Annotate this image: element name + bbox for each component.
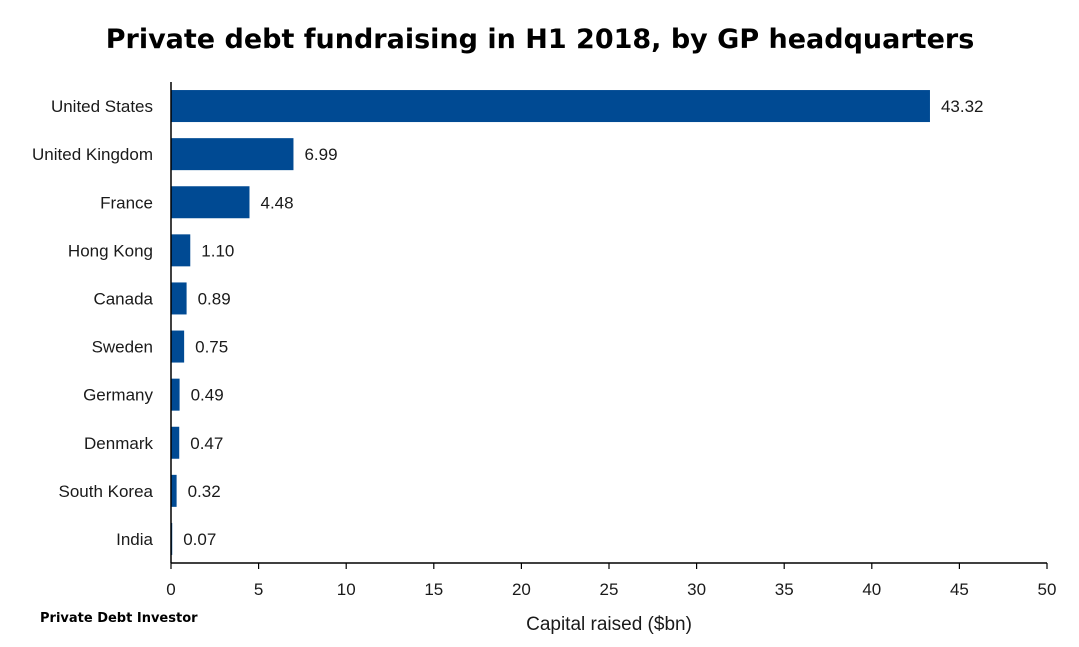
category-label-india: India	[116, 530, 153, 549]
category-label-sweden: Sweden	[92, 338, 153, 357]
category-label-canada: Canada	[93, 289, 153, 308]
category-label-france: France	[100, 193, 153, 212]
x-tick-label: 5	[254, 580, 263, 599]
value-label-india: 0.07	[183, 530, 216, 549]
x-axis-ticks: 0 5 10 15 20 25 30 35 40 45 50	[166, 563, 1056, 599]
bar-germany	[171, 378, 180, 411]
bar-hong-kong	[171, 234, 191, 267]
bar-united-states	[171, 90, 930, 123]
x-tick-label: 10	[337, 580, 356, 599]
value-label-united-kingdom: 6.99	[304, 145, 337, 164]
x-tick-label: 15	[424, 580, 443, 599]
bar-france	[171, 186, 250, 219]
value-label-denmark: 0.47	[190, 434, 223, 453]
bar-united-kingdom	[171, 138, 294, 171]
category-label-united-states: United States	[51, 97, 153, 116]
category-label-south-korea: South Korea	[58, 482, 153, 501]
x-tick-label: 0	[166, 580, 175, 599]
bar-denmark	[171, 426, 180, 459]
value-label-germany: 0.49	[191, 386, 224, 405]
x-tick-label: 25	[600, 580, 619, 599]
x-tick-label: 40	[862, 580, 881, 599]
bar-canada	[171, 282, 187, 315]
x-axis-label: Capital raised ($bn)	[526, 614, 692, 635]
x-tick-label: 50	[1038, 580, 1057, 599]
chart-title: Private debt fundraising in H1 2018, by …	[106, 24, 975, 55]
bar-south-korea	[171, 474, 177, 507]
source-label: Private Debt Investor	[40, 611, 198, 626]
value-labels: 43.32 6.99 4.48 1.10 0.89 0.75 0.49 0.47 0.32 0.0…	[183, 97, 983, 549]
value-label-hong-kong: 1.10	[201, 241, 234, 260]
x-tick-label: 45	[950, 580, 969, 599]
value-label-south-korea: 0.32	[188, 482, 221, 501]
x-tick-label: 35	[775, 580, 794, 599]
category-label-denmark: Denmark	[84, 434, 153, 453]
category-label-germany: Germany	[83, 386, 153, 405]
bars-group	[171, 90, 930, 555]
bar-sweden	[171, 330, 185, 363]
category-labels: United States United Kingdom France Hong Ko…	[32, 97, 154, 549]
category-label-united-kingdom: United Kingdom	[32, 145, 153, 164]
value-label-united-states: 43.32	[941, 97, 984, 116]
category-label-hong-kong: Hong Kong	[68, 241, 153, 260]
value-label-sweden: 0.75	[195, 338, 228, 357]
x-tick-label: 30	[687, 580, 706, 599]
value-label-france: 4.48	[260, 193, 293, 212]
value-label-canada: 0.89	[198, 289, 231, 308]
x-tick-label: 20	[512, 580, 531, 599]
